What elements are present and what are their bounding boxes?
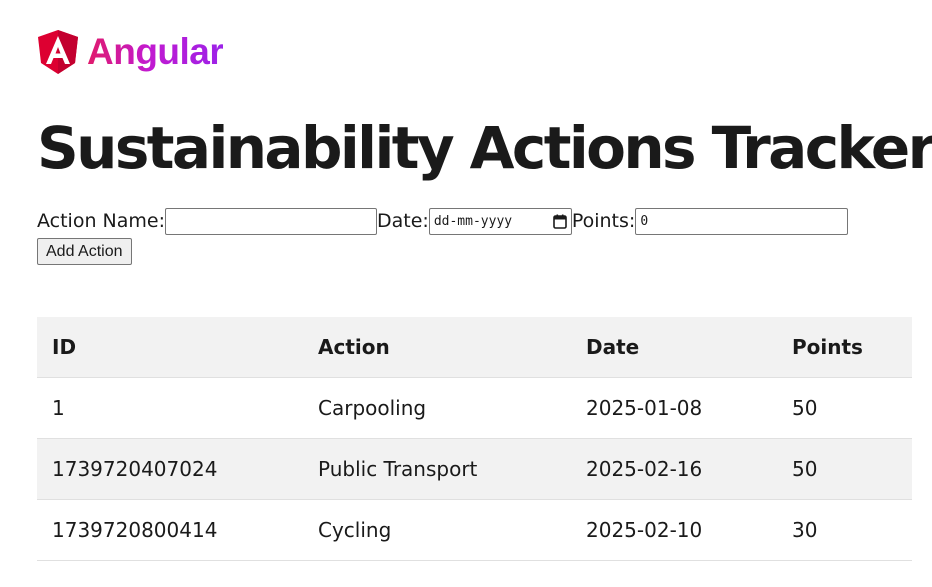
points-label: Points: xyxy=(571,210,636,232)
calendar-icon[interactable] xyxy=(553,214,567,229)
header-id: ID xyxy=(37,317,303,378)
cell-points: 50 xyxy=(777,438,912,500)
cell-id: 1739720407024 xyxy=(37,438,303,500)
action-name-label: Action Name: xyxy=(37,210,165,232)
cell-date: 2025-02-10 xyxy=(571,499,777,561)
add-action-form: Action Name: Date: dd-mm-yyyy Points: xyxy=(37,206,849,236)
angular-shield-icon xyxy=(38,30,78,74)
cell-action: Public Transport xyxy=(303,438,571,500)
actions-table: ID Action Date Points 1 Carpooling 2025-… xyxy=(37,317,912,561)
cell-date: 2025-02-16 xyxy=(571,438,777,500)
header-points: Points xyxy=(777,317,912,378)
brand-name: Angular xyxy=(87,31,224,72)
table-row: 1739720407024 Public Transport 2025-02-1… xyxy=(37,438,912,500)
header-date: Date xyxy=(571,317,777,378)
table-row: 1739720800414 Cycling 2025-02-10 30 xyxy=(37,499,912,561)
cell-action: Cycling xyxy=(303,499,571,561)
points-input[interactable] xyxy=(635,207,849,235)
cell-action: Carpooling xyxy=(303,377,571,439)
cell-id: 1739720800414 xyxy=(37,499,303,561)
cell-points: 50 xyxy=(777,377,912,439)
date-input[interactable]: dd-mm-yyyy xyxy=(428,207,572,235)
angular-logo[interactable]: Angular xyxy=(37,29,224,75)
cell-date: 2025-01-08 xyxy=(571,377,777,439)
date-label: Date: xyxy=(377,210,429,232)
page-title: Sustainability Actions Tracker xyxy=(37,114,932,182)
table-row: 1 Carpooling 2025-01-08 50 xyxy=(37,377,912,439)
cell-id: 1 xyxy=(37,377,303,439)
table-header-row: ID Action Date Points xyxy=(37,317,912,378)
action-name-input[interactable] xyxy=(165,207,377,235)
header-action: Action xyxy=(303,317,571,378)
add-action-button[interactable]: Add Action xyxy=(37,238,132,265)
cell-points: 30 xyxy=(777,499,912,561)
date-placeholder: dd-mm-yyyy xyxy=(433,213,513,229)
